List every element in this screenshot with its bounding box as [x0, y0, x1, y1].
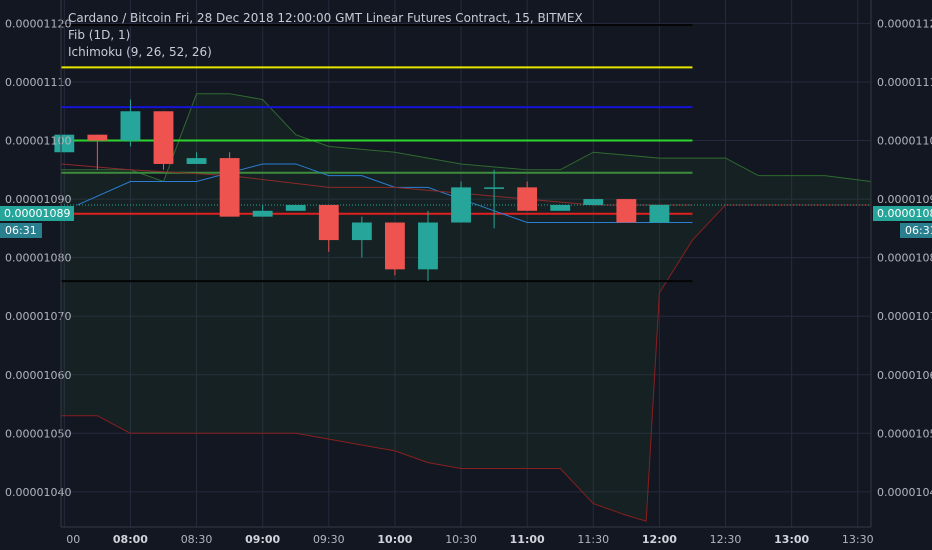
x-tick-label: 00 — [66, 533, 80, 546]
x-tick-label: 09:00 — [245, 533, 280, 546]
price-tag-left: 0.00001089 — [0, 206, 75, 221]
candle-body — [186, 158, 207, 164]
y-tick-label-left: 0.00001120 — [5, 17, 71, 30]
legend-fib[interactable]: Fib (1D, 1) — [68, 28, 131, 42]
kijun-line — [60, 163, 693, 206]
y-tick-label-left: 0.00001090 — [5, 193, 71, 206]
legend-title: Cardano / Bitcoin Fri, 28 Dec 2018 12:00… — [68, 11, 583, 25]
x-tick-label: 09:30 — [313, 533, 345, 546]
y-tick-label-right: 0.00001100 — [877, 135, 932, 148]
y-tick-label-left: 0.00001040 — [5, 486, 71, 499]
y-tick-label-right: 0.00001110 — [877, 76, 932, 89]
legend-ichimoku[interactable]: Ichimoku (9, 26, 52, 26) — [68, 45, 212, 59]
candle-body — [649, 204, 670, 223]
candle-body — [418, 222, 438, 270]
chart-legend: Cardano / Bitcoin Fri, 28 Dec 2018 12:00… — [68, 10, 583, 61]
candle-body — [484, 187, 505, 189]
x-tick-label: 08:30 — [181, 533, 213, 546]
candle-body — [87, 134, 108, 141]
countdown-tag-right: 06:31 — [900, 223, 932, 238]
x-tick-label: 12:00 — [642, 533, 677, 546]
y-tick-label-left: 0.00001110 — [5, 76, 71, 89]
y-tick-label-left: 0.00001060 — [5, 369, 71, 382]
y-tick-label-left: 0.00001050 — [5, 427, 71, 440]
candle-body — [120, 111, 141, 141]
y-tick-label-right: 0.00001090 — [877, 193, 932, 206]
tenkan-line — [77, 163, 693, 224]
price-tag-right: 0.00001089 — [873, 206, 932, 221]
candle-body — [252, 210, 273, 217]
candle-body — [285, 204, 306, 211]
candle-body — [385, 222, 405, 270]
y-tick-label-right: 0.00001040 — [877, 486, 932, 499]
x-tick-label: 12:30 — [710, 533, 742, 546]
candle-body — [54, 134, 75, 153]
ichimoku-cloud — [61, 93, 872, 522]
y-tick-label-left: 0.00001080 — [5, 252, 71, 265]
x-tick-label: 13:00 — [774, 533, 809, 546]
y-tick-label-right: 0.00001060 — [877, 369, 932, 382]
cloud-top-line — [61, 93, 872, 183]
y-tick-label-right: 0.00001050 — [877, 427, 932, 440]
candle-body — [318, 204, 339, 241]
x-tick-label: 13:30 — [842, 533, 874, 546]
y-tick-label-left: 0.00001100 — [5, 135, 71, 148]
candle-body — [583, 199, 604, 205]
candle-body — [451, 187, 471, 223]
x-tick-label: 10:30 — [445, 533, 477, 546]
candle-body — [351, 222, 372, 241]
y-tick-label-right: 0.00001120 — [877, 17, 932, 30]
candle-body — [153, 111, 174, 164]
cloud-bottom-line — [61, 204, 871, 522]
cloud-area — [61, 93, 871, 522]
y-tick-label-right: 0.00001070 — [877, 310, 932, 323]
candle-body — [616, 199, 637, 223]
fib-levels — [61, 24, 693, 283]
candle-body — [517, 187, 538, 211]
x-tick-label: 08:00 — [113, 533, 148, 546]
x-tick-label: 11:30 — [577, 533, 609, 546]
candles — [54, 99, 670, 282]
x-tick-label: 11:00 — [510, 533, 545, 546]
y-tick-label-right: 0.00001080 — [877, 252, 932, 265]
x-tick-label: 10:00 — [377, 533, 412, 546]
countdown-tag-left: 06:31 — [0, 223, 42, 238]
candle-body — [550, 204, 571, 211]
candle-body — [219, 158, 240, 217]
y-tick-label-left: 0.00001070 — [5, 310, 71, 323]
axes: 0.00001040 0.00001040 0.00001050 0.00001050… — [5, 0, 932, 546]
